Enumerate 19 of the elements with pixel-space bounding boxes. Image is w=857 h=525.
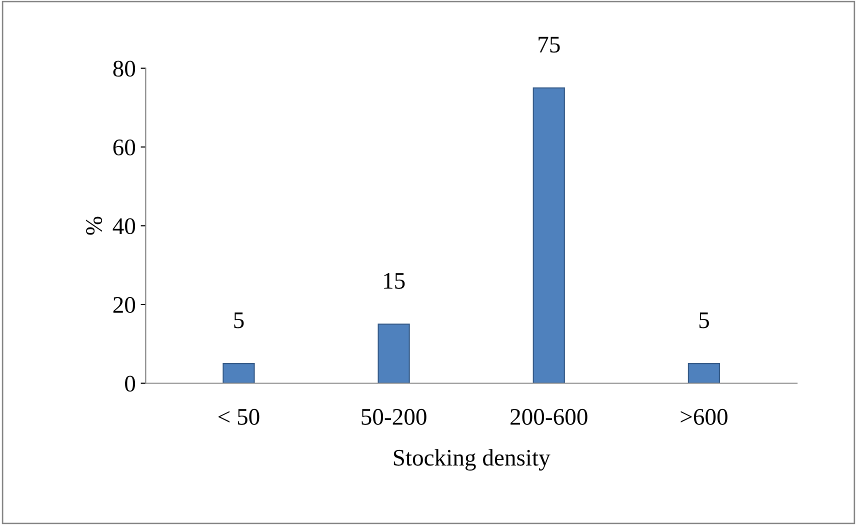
x-tick-label: 50-200 (362, 408, 426, 425)
x-tick-label: < 50 (218, 408, 260, 425)
data-label: 15 (384, 273, 405, 289)
y-tick-label: 60 (113, 139, 136, 156)
data-label: 5 (234, 312, 244, 328)
y-tick-label: 80 (113, 60, 136, 77)
bar (688, 363, 720, 384)
bar (222, 363, 255, 384)
y-axis-title: % (86, 216, 102, 235)
y-tick-label: 20 (113, 296, 136, 313)
x-axis-title: Stocking density (394, 449, 550, 471)
data-label: 75 (538, 36, 560, 53)
bar (378, 324, 410, 384)
x-tick-label: 200-600 (510, 408, 588, 425)
y-tick-label: 0 (125, 376, 136, 392)
x-tick-label: >600 (680, 408, 728, 425)
bar (532, 87, 565, 384)
data-label: 5 (699, 312, 709, 328)
y-tick-label: 40 (112, 218, 136, 234)
